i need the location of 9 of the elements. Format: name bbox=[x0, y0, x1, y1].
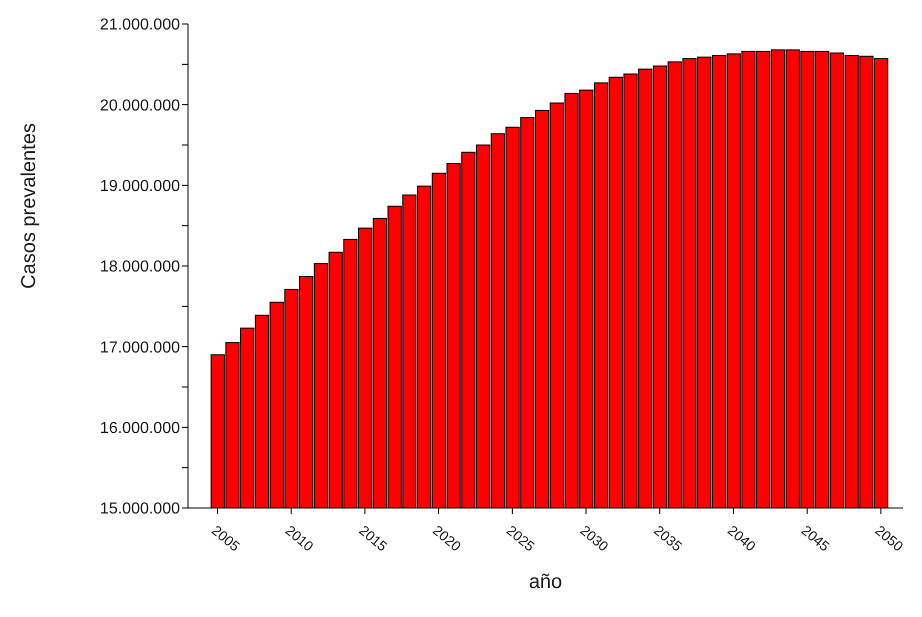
y-tick-label: 19.000.000 bbox=[100, 178, 180, 196]
y-tick-label: 20.000.000 bbox=[100, 97, 180, 114]
y-tick-label: 18.000.000 bbox=[100, 258, 180, 276]
y-tick-label: 16.000.000 bbox=[100, 420, 180, 438]
x-axis-title: año bbox=[528, 571, 562, 593]
y-tick-label: 15.000.000 bbox=[100, 500, 180, 518]
y-tick-label: 17.000.000 bbox=[100, 339, 180, 356]
y-tick-label: 21.000.000 bbox=[100, 16, 180, 34]
y-axis-title: Casos prevalentes bbox=[18, 123, 40, 289]
